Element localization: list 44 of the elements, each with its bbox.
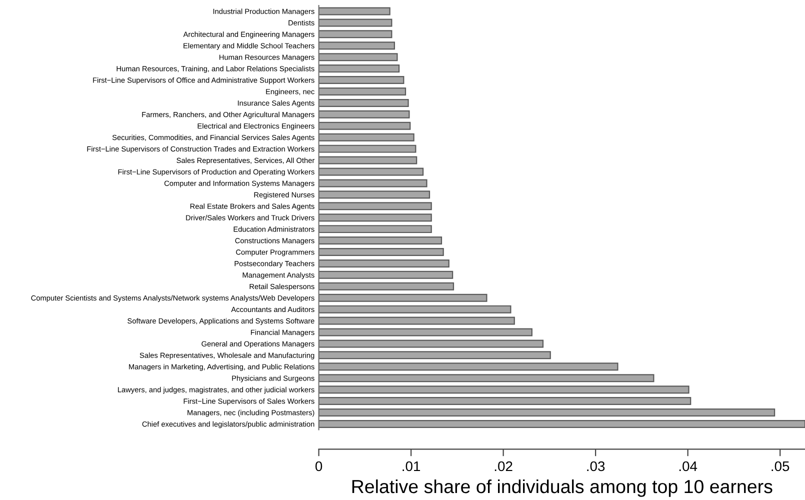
- x-axis-title: Relative share of individuals among top 10 earners: [352, 479, 772, 497]
- x-tick-label: .05: [772, 461, 790, 472]
- bar: [318, 408, 776, 416]
- bar: [318, 98, 409, 107]
- bar: [318, 248, 444, 256]
- bar: [318, 202, 432, 210]
- bar: [318, 76, 404, 84]
- bar: [318, 328, 532, 336]
- bar: [318, 270, 454, 279]
- bar: [318, 179, 428, 188]
- bar: [318, 7, 390, 16]
- bar: [318, 144, 416, 153]
- bar: [318, 168, 424, 176]
- bar: [318, 420, 805, 428]
- bar: [318, 340, 544, 348]
- bar: [318, 351, 551, 360]
- bar: [318, 87, 406, 96]
- bar: [318, 42, 395, 50]
- bar: [318, 305, 512, 314]
- bar: [318, 282, 454, 290]
- bar: [318, 122, 411, 130]
- bar: [318, 386, 690, 394]
- x-tick-label: .04: [679, 461, 698, 472]
- bar: [318, 18, 392, 27]
- bar: [318, 110, 410, 118]
- x-tick-label: 0: [315, 461, 322, 472]
- bar: [318, 30, 392, 38]
- bar: [318, 64, 400, 73]
- bar: [318, 294, 488, 302]
- x-tick-label: .01: [402, 461, 420, 472]
- bar: [318, 53, 398, 62]
- bar: [318, 225, 432, 234]
- bar: [318, 374, 654, 382]
- x-tick-label: .02: [494, 461, 512, 472]
- bar: [318, 156, 418, 164]
- bar: [318, 362, 618, 371]
- bar: [318, 316, 515, 325]
- bar: [318, 236, 442, 245]
- x-tick-label: .03: [587, 461, 605, 472]
- bar: [318, 397, 692, 406]
- bar: [318, 190, 430, 199]
- bar: [318, 133, 414, 142]
- bar: [318, 214, 432, 222]
- bar: [318, 259, 450, 268]
